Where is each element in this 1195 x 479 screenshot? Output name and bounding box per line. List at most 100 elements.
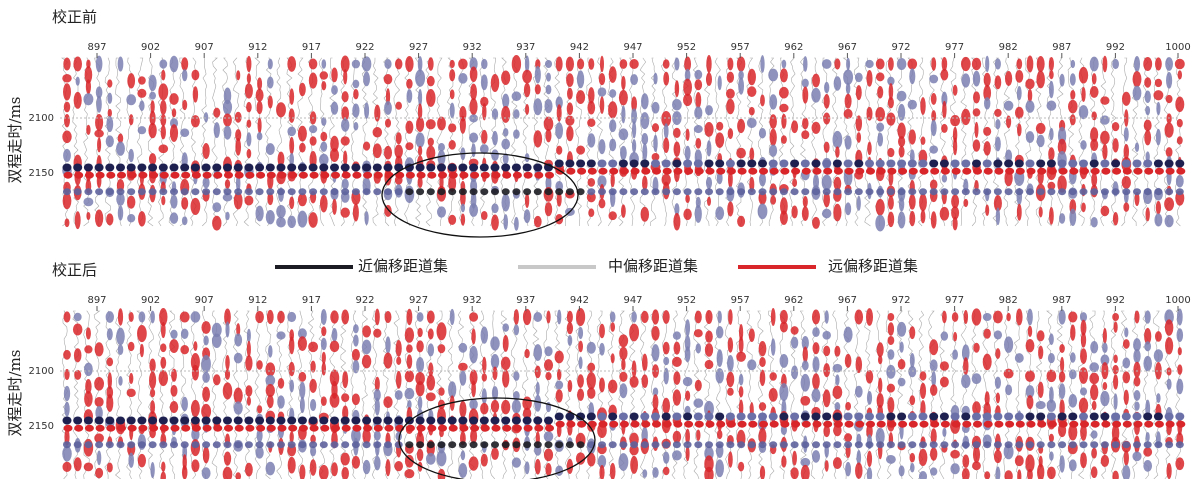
lobe (265, 209, 275, 225)
lobe (684, 145, 691, 161)
lobe (770, 338, 776, 356)
lobe (95, 114, 104, 131)
lobe (1037, 381, 1044, 399)
lobe (705, 330, 713, 343)
lobe (246, 119, 252, 128)
lobe (1165, 94, 1173, 104)
lobe (1133, 349, 1141, 364)
lobe (758, 128, 767, 139)
lobe (983, 141, 991, 156)
lobe (212, 202, 222, 213)
lobe (1144, 90, 1151, 103)
lobe (1145, 105, 1151, 116)
lobe (929, 359, 938, 372)
lobe (896, 90, 907, 102)
lobe (72, 323, 83, 336)
event-lobe (1047, 441, 1056, 449)
lobe (449, 308, 455, 326)
lobe (179, 311, 190, 323)
lobe (726, 98, 735, 115)
lobe (663, 356, 670, 366)
event-lobe (1133, 167, 1143, 175)
lobe (706, 140, 712, 157)
lobe (877, 132, 884, 147)
lobe (897, 103, 906, 121)
lobe (1177, 347, 1182, 356)
lobe (844, 353, 852, 368)
event-lobe (683, 412, 693, 421)
lobe (607, 379, 618, 394)
lobe (641, 353, 648, 372)
lobe (854, 309, 864, 325)
event-lobe (437, 163, 446, 172)
lobe (587, 133, 596, 148)
lobe (780, 135, 787, 144)
event-lobe (372, 416, 382, 425)
lobe (1026, 55, 1034, 73)
lobe (672, 389, 682, 406)
event-lobe (363, 171, 373, 179)
event-lobe (812, 188, 820, 196)
lobe (543, 448, 554, 462)
event-lobe (1025, 159, 1035, 168)
event-lobe (117, 424, 126, 432)
lobe (856, 195, 861, 211)
lobe (651, 101, 660, 114)
lobe (1176, 136, 1183, 145)
lobe (597, 87, 607, 97)
lobe (811, 309, 821, 325)
lobe (265, 384, 275, 398)
lobe (1003, 368, 1014, 379)
event-lobe (95, 441, 104, 449)
event-lobe (1165, 441, 1174, 449)
event-lobe (694, 188, 703, 196)
lobe (727, 201, 734, 217)
x-tick-label: 927 (409, 42, 428, 53)
event-lobe (1122, 167, 1132, 175)
lobe (235, 129, 242, 142)
lobe (202, 176, 210, 189)
lobe (181, 69, 188, 82)
lobe (511, 91, 522, 102)
event-lobe (298, 441, 307, 449)
lobe (343, 69, 348, 85)
lobe (971, 373, 982, 385)
event-lobe (511, 416, 521, 425)
event-lobe (951, 420, 961, 428)
lobe (909, 452, 916, 463)
lobe (1144, 341, 1152, 352)
lobe (1102, 55, 1108, 73)
lobe (513, 324, 520, 336)
lobe (1027, 88, 1033, 103)
lobe (190, 399, 200, 417)
legend-label: 中偏移距道集 (608, 257, 698, 275)
lobe (383, 352, 393, 369)
lobe (353, 89, 359, 100)
lobe (821, 59, 832, 69)
event-lobe (1057, 159, 1067, 168)
event-lobe (394, 188, 403, 196)
event-lobe (640, 188, 649, 196)
lobe (781, 455, 787, 468)
lobe (1124, 327, 1129, 338)
event-lobe (319, 163, 329, 172)
event-lobe (309, 188, 318, 196)
lobe (289, 136, 295, 155)
event-lobe (74, 171, 84, 179)
lobe (149, 91, 156, 100)
lobe (289, 152, 295, 167)
lobe (704, 121, 714, 137)
lobe (1122, 339, 1130, 349)
lobe (299, 381, 306, 399)
event-lobe (907, 412, 917, 421)
lobe (738, 70, 744, 80)
lobe (330, 135, 339, 152)
lobe (469, 98, 478, 116)
lobe (246, 340, 251, 358)
lobe (1049, 451, 1054, 461)
event-lobe (63, 171, 73, 179)
lobe (716, 349, 723, 368)
lobe (1068, 99, 1078, 114)
lobe (94, 396, 104, 407)
lobe (116, 327, 125, 346)
